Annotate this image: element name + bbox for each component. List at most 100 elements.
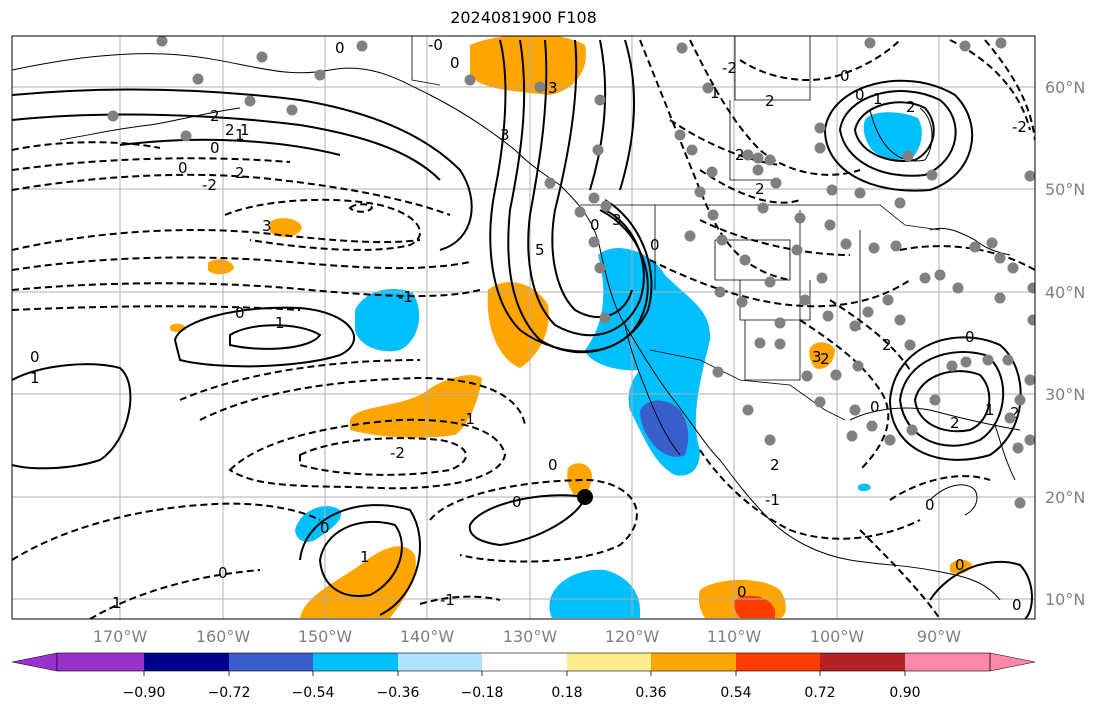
- contour-label: 2: [735, 146, 745, 164]
- dashed-mexico-1: [699, 449, 921, 540]
- station-dot: [156, 36, 168, 47]
- station-dot: [1024, 434, 1035, 446]
- station-dot: [952, 282, 964, 294]
- orange-blob-small-2: [208, 259, 234, 275]
- colorbar-segment: [398, 653, 482, 671]
- station-dot: [774, 317, 786, 329]
- colorbar-tick-label: 0.54: [720, 685, 751, 701]
- dashed-pacific-6: [12, 157, 291, 171]
- colorbar-max-extend: [989, 652, 1036, 672]
- dashed-pacific-4: [12, 305, 301, 311]
- contour-gulf-high-1: [898, 351, 1005, 447]
- colorbar-segment: [57, 653, 144, 671]
- contour-label: 3: [812, 348, 822, 366]
- state-border-6: [744, 320, 801, 381]
- dashed-pacific-3: [12, 282, 481, 298]
- contour-label: 0: [855, 86, 865, 104]
- contour-label: 0: [218, 564, 228, 582]
- province-border-2: [729, 100, 780, 181]
- station-dot: [192, 73, 204, 85]
- contour-label: -1: [460, 410, 475, 428]
- contour-label: 2: [950, 414, 960, 432]
- contour-label: -0: [428, 36, 443, 54]
- contour-southeast-low: [929, 560, 1033, 619]
- station-dot: [716, 234, 728, 246]
- colorbar-tick-label: −0.54: [292, 685, 335, 701]
- contour-label: 1: [710, 84, 720, 102]
- contour-low-center-west-2: [229, 324, 322, 350]
- contour-label: 0: [335, 39, 345, 57]
- station-dot: [1024, 374, 1035, 386]
- contour-label: 0: [512, 493, 522, 511]
- station-dot: [814, 122, 826, 134]
- orange-blob-small-1: [270, 218, 302, 237]
- dashed-pacific-5: [12, 173, 451, 216]
- contour-label: -1: [440, 591, 455, 609]
- baja-peninsula: [624, 324, 681, 456]
- contour-label: 0: [737, 583, 747, 601]
- station-dot: [994, 292, 1006, 304]
- cyan-blob-small: [858, 483, 871, 492]
- station-dot: [764, 276, 776, 288]
- lat-label: 20°N: [1045, 488, 1085, 507]
- contour-label: 1: [30, 369, 40, 387]
- contour-label: 5: [535, 241, 545, 259]
- colorbar-segment: [229, 653, 313, 671]
- station-dot: [852, 360, 864, 372]
- aleutian-chain: [59, 107, 241, 141]
- lon-label: 90°W: [917, 627, 961, 646]
- station-dot: [774, 338, 786, 350]
- station-dot: [868, 242, 880, 254]
- station-dot: [814, 396, 826, 408]
- contour-label: 1: [360, 548, 370, 566]
- colorbar-tick-label: −0.72: [208, 685, 251, 701]
- colorbar-segment: [905, 653, 990, 671]
- contour-ridge-1: [489, 39, 649, 353]
- colorbar-segment: [820, 653, 905, 671]
- station-dot: [754, 337, 766, 349]
- colorbar-tick-label: −0.18: [461, 685, 504, 701]
- station-dot: [1004, 412, 1016, 424]
- lat-label: 10°N: [1045, 590, 1085, 609]
- station-dot: [107, 110, 119, 122]
- dashed-mexico-2: [889, 475, 991, 501]
- station-dot: [986, 237, 998, 249]
- station-dot: [929, 394, 941, 406]
- contour-tropical-low: [468, 494, 587, 547]
- station-dot: [866, 420, 878, 432]
- dashed-tropical-2: [89, 569, 261, 619]
- contour-label: 1: [275, 314, 285, 332]
- gulf-coast: [849, 407, 1021, 431]
- station-dot: [824, 219, 836, 231]
- station-dot: [674, 129, 686, 141]
- station-dot: [599, 312, 611, 324]
- contour-label: 2: [820, 350, 830, 368]
- station-dot: [752, 152, 764, 164]
- station-dot: [959, 40, 971, 52]
- station-dot: [995, 37, 1007, 49]
- station-dot: [904, 339, 916, 351]
- cyan-area-south-central: [549, 569, 640, 618]
- station-dot: [1002, 354, 1014, 366]
- station-dot: [356, 40, 368, 52]
- latitude-labels: 60°N 50°N 40°N 30°N 20°N 10°N: [1045, 78, 1085, 609]
- station-dot: [882, 294, 894, 306]
- station-dot: [801, 370, 813, 382]
- dashed-pacific-1: [12, 229, 421, 251]
- contour-label: 0: [548, 456, 558, 474]
- contour-southwest-low: [318, 520, 403, 597]
- station-dot: [1027, 314, 1035, 326]
- dashed-subtropic-4: [179, 359, 421, 401]
- station-dot: [600, 200, 612, 212]
- station-dot: [574, 206, 586, 218]
- station-dot: [926, 169, 938, 181]
- station-markers: [107, 36, 1035, 509]
- contour-ridge-6: [619, 39, 636, 191]
- cyan-area-hudson: [863, 112, 922, 160]
- station-dot: [712, 366, 724, 378]
- station-dot: [1012, 442, 1024, 454]
- station-dot: [588, 192, 600, 204]
- colorbar-segment: [313, 653, 398, 671]
- contour-label: 2: [770, 456, 780, 474]
- station-dot: [1007, 262, 1019, 274]
